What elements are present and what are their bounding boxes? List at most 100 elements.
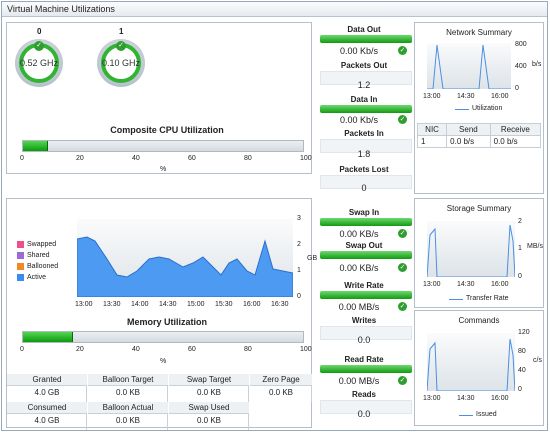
swap-target-label: Swap Target [169, 374, 249, 386]
receive-cell: 0.0 b/s [489, 135, 542, 148]
cpu-tick-label: 60 [188, 155, 196, 162]
memory-tick-label: 80 [244, 346, 252, 353]
commands-chart-line [427, 338, 515, 391]
granted-label: Granted [7, 374, 87, 386]
swap-used-cell: Swap Used 0.0 KB [169, 402, 249, 430]
reads-value: 0.0 [357, 409, 371, 419]
writes-value: 0.0 [357, 335, 371, 345]
commands-ytick-3: 0 [518, 386, 522, 393]
memory-ytick: 2 [297, 241, 301, 248]
storage-xtick-0: 13:00 [423, 281, 441, 288]
cpu-unit: % [160, 166, 167, 173]
commands-legend-line [459, 415, 473, 416]
read-rate-bar [320, 365, 412, 373]
memory-tick-label: 100 [300, 346, 312, 353]
check-icon: ✓ [398, 46, 407, 55]
cpu-gauge-0[interactable]: ✓ 0.52 GHz [15, 39, 63, 87]
check-icon: ✓ [398, 263, 407, 272]
window-titlebar: Virtual Machine Utilizations [2, 2, 547, 17]
consumed-cell: Consumed 4.0 GB [7, 402, 87, 430]
memory-panel: Swapped Shared Ballooned Active 3 2 1 0 GB 13:… [6, 198, 317, 428]
net-legend: Utilization [472, 105, 503, 112]
swap-target-cell: Swap Target 0.0 KB [169, 374, 249, 402]
packets-in-value: 1.8 [357, 149, 371, 159]
memory-tick-label: 20 [76, 346, 84, 353]
write-rate-value: 0.00 MB/s [338, 302, 380, 312]
writes-label: Writes [351, 316, 377, 325]
commands-ytick-1: 80 [518, 348, 526, 355]
check-icon: ✓ [398, 115, 407, 124]
check-icon: ✓ [398, 376, 407, 385]
packets-out-label: Packets Out [340, 61, 388, 70]
swap-used-value: 0.0 KB [196, 416, 221, 425]
swap-in-label: Swap In [348, 208, 380, 217]
net-xtick-0: 13:00 [423, 93, 441, 100]
legend-swatch [17, 263, 24, 270]
data-in-bar [320, 105, 412, 113]
data-out-bar [320, 35, 412, 43]
net-ytick-1: 400 [515, 63, 527, 70]
packets-lost-sparkline [320, 175, 412, 189]
cpu-tick-label: 80 [244, 155, 252, 162]
check-icon: ✓ [398, 302, 407, 311]
memory-title: Memory Utilization [126, 317, 207, 327]
balloon-actual-value: 0.0 KB [115, 416, 140, 425]
check-icon: ✓ [398, 229, 407, 238]
memory-xtick: 16:00 [243, 301, 261, 308]
gauge-1-value: 0.10 GHz [101, 58, 141, 68]
commands-legend: Issued [476, 411, 497, 418]
swap-target-value: 0.0 KB [196, 388, 221, 397]
nic-header: NIC [416, 123, 448, 136]
read-rate-value: 0.00 MB/s [338, 376, 380, 386]
memory-tick-label: 40 [132, 346, 140, 353]
memory-xtick: 15:30 [215, 301, 233, 308]
data-out-value: 0.00 Kb/s [339, 46, 379, 56]
storage-legend: Transfer Rate [466, 295, 509, 302]
memory-yunit: GB [307, 255, 318, 262]
memory-xtick: 15:00 [187, 301, 205, 308]
swap-in-bar [320, 218, 412, 226]
network-chart-area [427, 43, 511, 89]
legend-label: Ballooned [27, 263, 59, 270]
data-in-label: Data In [350, 95, 378, 104]
legend-swatch [17, 274, 24, 281]
legend-swatch [17, 241, 24, 248]
granted-cell: Granted 4.0 GB [7, 374, 87, 402]
nic-table: NIC Send Receive 1 0.0 b/s 0.0 b/s [416, 123, 542, 148]
packets-out-sparkline [320, 71, 412, 85]
write-rate-bar [320, 291, 412, 299]
memory-xtick: 13:30 [103, 301, 121, 308]
commands-xtick-0: 13:00 [423, 395, 441, 402]
cpu-tick-label: 20 [76, 155, 84, 162]
read-rate-label: Read Rate [344, 355, 384, 364]
storage-chart-line [427, 224, 515, 277]
gauge-1-index: 1 [119, 27, 124, 36]
net-xtick-1: 14:30 [457, 93, 475, 100]
table-row[interactable]: 1 0.0 b/s 0.0 b/s [416, 135, 542, 148]
memory-xtick: 14:00 [131, 301, 149, 308]
network-chart-line [427, 44, 511, 89]
memory-xtick: 16:30 [271, 301, 289, 308]
cpu-bar-fill [23, 141, 49, 151]
receive-header: Receive [489, 123, 542, 136]
storage-chart-area [427, 221, 515, 277]
packets-in-sparkline [320, 139, 412, 153]
swap-out-label: Swap Out [345, 241, 383, 250]
packets-out-value: 1.2 [357, 80, 371, 90]
legend-label: Shared [27, 252, 50, 259]
storage-ytick-1: 1 [518, 245, 522, 252]
cpu-bar [22, 140, 304, 152]
net-yunit: b/s [532, 61, 542, 68]
legend-label: Active [27, 274, 47, 281]
cpu-gauge-1[interactable]: ✓ 0.10 GHz [97, 39, 145, 87]
data-out-label: Data Out [347, 25, 381, 34]
storage-ytick-2: 0 [518, 273, 522, 280]
memory-bar [22, 331, 304, 343]
zero-page-cell: Zero Page 0.0 KB [250, 374, 312, 402]
balloon-target-value: 0.0 KB [115, 388, 140, 397]
cpu-panel: 0 1 ✓ 0.52 GHz ✓ 0.10 GHz Composite CPU … [6, 22, 312, 174]
swap-out-value: 0.00 KB/s [339, 263, 379, 273]
gauge-0-index: 0 [37, 27, 42, 36]
memory-tick-label: 60 [188, 346, 196, 353]
check-icon: ✓ [34, 41, 44, 51]
